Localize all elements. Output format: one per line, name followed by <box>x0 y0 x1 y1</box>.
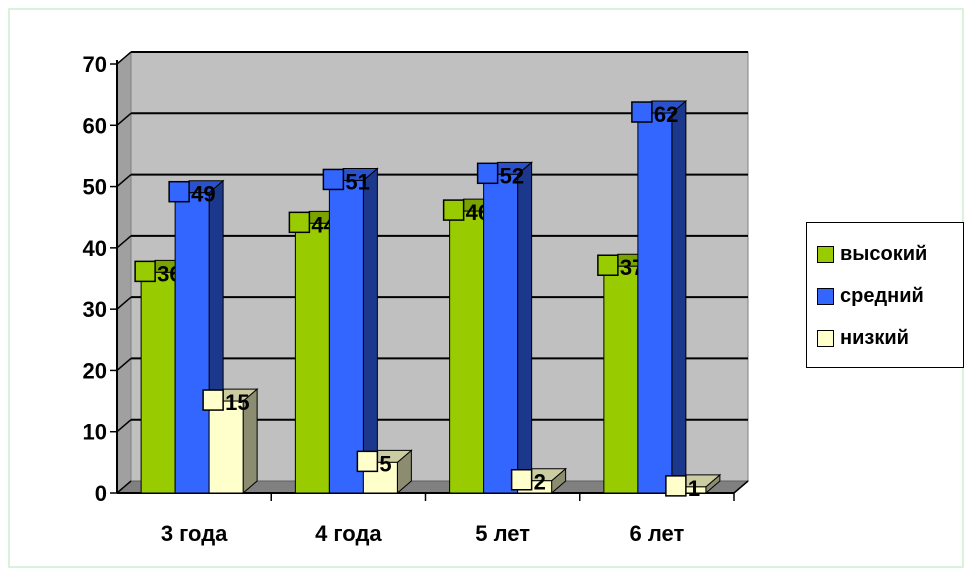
bar-marker <box>202 389 224 411</box>
x-tick-label: 3 года <box>161 521 228 546</box>
legend-swatch-high <box>817 245 834 263</box>
y-tick-label: 70 <box>83 52 107 77</box>
x-tick-label: 6 лет <box>629 521 684 546</box>
bar-side <box>671 99 687 495</box>
bar <box>483 173 519 494</box>
chart-legend: высокий средний низкий <box>806 222 964 368</box>
gridline-side <box>116 235 132 249</box>
plot-side-wall <box>116 50 132 495</box>
data-label: 49 <box>191 182 215 207</box>
gridline-side <box>116 174 132 188</box>
bar-marker <box>510 468 533 491</box>
data-label: 5 <box>379 451 391 476</box>
y-tick-label: 40 <box>83 236 107 261</box>
data-label: 2 <box>534 470 546 495</box>
y-tick-label: 60 <box>83 113 107 138</box>
bar <box>174 192 210 494</box>
legend-swatch-medium <box>817 287 834 305</box>
legend-label-low: низкий <box>840 326 909 349</box>
data-label: 62 <box>654 102 678 127</box>
data-label: 51 <box>345 169 369 194</box>
gridline-side <box>116 51 132 65</box>
data-label: 15 <box>225 390 249 415</box>
bar-marker <box>597 254 619 276</box>
gridline-side <box>116 480 132 494</box>
bar <box>328 179 364 494</box>
bar-marker <box>168 180 190 203</box>
bar-marker <box>134 260 156 283</box>
bar <box>449 210 485 494</box>
gridline-side <box>116 419 132 433</box>
x-axis-depth <box>733 480 749 494</box>
legend-label-medium: средний <box>840 284 924 307</box>
y-tick-label: 30 <box>83 297 107 322</box>
bar-marker <box>356 450 379 473</box>
gridline-side <box>116 357 132 371</box>
bar-marker <box>476 162 499 185</box>
legend-item-medium: средний <box>817 275 963 317</box>
data-label: 1 <box>688 476 700 501</box>
bar <box>603 265 639 494</box>
data-label: 52 <box>500 163 524 188</box>
legend-item-high: высокий <box>817 233 963 275</box>
bar <box>208 400 244 494</box>
legend-swatch-low <box>817 329 834 347</box>
x-tick-label: 5 лет <box>475 521 530 546</box>
legend-label-high: высокий <box>840 242 928 265</box>
y-tick-label: 50 <box>83 175 107 200</box>
bar-side <box>362 167 378 495</box>
x-tick-label: 4 года <box>315 521 382 546</box>
gridline-side <box>116 296 132 310</box>
gridline-side <box>116 112 132 126</box>
bar-marker <box>631 101 653 123</box>
y-tick-label: 20 <box>83 358 107 383</box>
bar <box>294 222 330 494</box>
y-tick-label: 0 <box>95 481 107 506</box>
bar <box>140 271 176 494</box>
bar-marker <box>665 475 687 497</box>
bar-marker <box>442 199 465 221</box>
bar <box>637 112 673 494</box>
bar-marker <box>322 168 345 191</box>
bar-side <box>517 161 533 495</box>
bar-marker <box>288 211 311 234</box>
y-tick-label: 10 <box>83 420 107 445</box>
legend-item-low: низкий <box>817 317 963 359</box>
